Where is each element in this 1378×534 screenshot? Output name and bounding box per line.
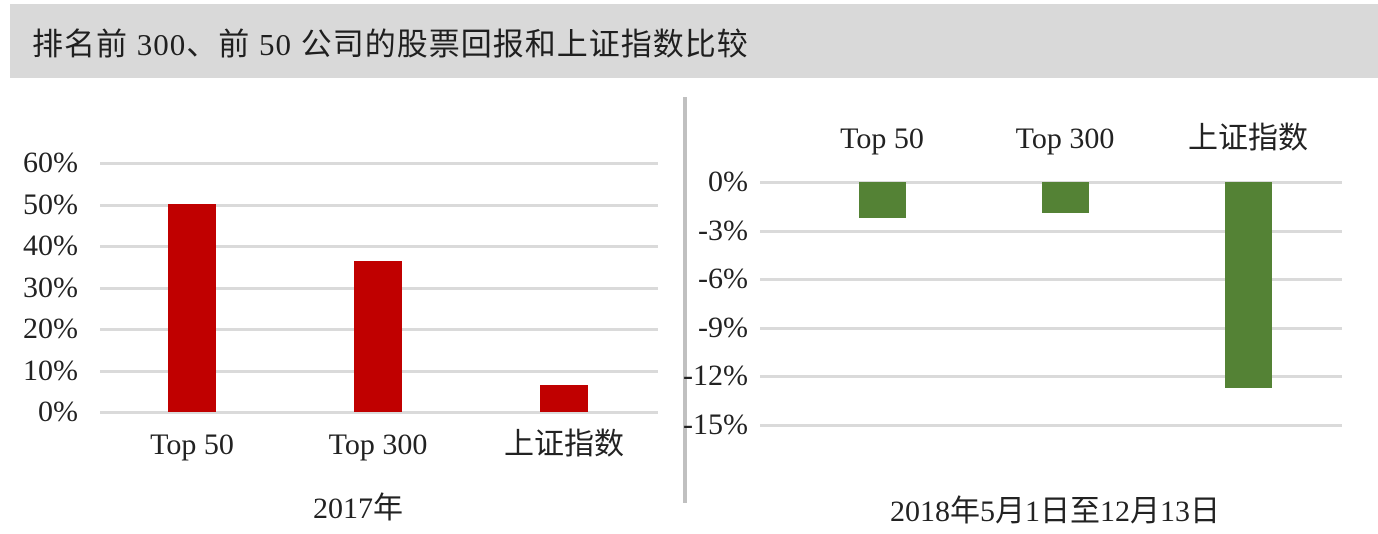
x-axis-title: 2018年5月1日至12月13日 xyxy=(890,495,1220,528)
gridline xyxy=(760,375,1342,379)
y-tick-label: 20% xyxy=(23,312,78,345)
bar-left-2 xyxy=(354,260,402,412)
y-tick-label: -6% xyxy=(698,262,748,296)
y-tick-label: 10% xyxy=(23,353,78,387)
y-tick-label: 30% xyxy=(23,270,78,304)
y-tick-label: 60% xyxy=(23,146,78,179)
gridline xyxy=(100,203,658,207)
y-tick-label: -15% xyxy=(683,408,748,441)
gridline xyxy=(100,411,658,414)
category-label: Top 300 xyxy=(328,428,428,461)
gridline xyxy=(760,278,1342,282)
y-tick-label: 40% xyxy=(23,229,78,262)
y-tick-label: -12% xyxy=(683,359,748,393)
gridline xyxy=(760,326,1342,330)
gridline xyxy=(100,245,658,248)
gridline xyxy=(100,162,658,165)
bar-left-1 xyxy=(168,203,216,412)
category-label: Top 50 xyxy=(840,122,924,155)
bar-left-3 xyxy=(540,384,588,412)
panel-divider xyxy=(683,97,687,503)
category-label: Top 50 xyxy=(150,428,234,461)
y-tick-label: 50% xyxy=(23,187,78,221)
gridline xyxy=(760,424,1342,427)
gridline xyxy=(760,229,1342,233)
bar-right-2 xyxy=(1041,182,1089,213)
bar-right-3 xyxy=(1224,182,1272,388)
x-axis-title: 2017年 xyxy=(313,492,403,525)
bar-right-1 xyxy=(858,182,906,218)
y-tick-label: -3% xyxy=(698,213,748,247)
figure-title: 排名前 300、前 50 公司的股票回报和上证指数比较 xyxy=(32,26,749,62)
category-label: 上证指数 xyxy=(1188,122,1308,155)
figure-title-bar: 排名前 300、前 50 公司的股票回报和上证指数比较 xyxy=(10,4,1378,78)
category-label: 上证指数 xyxy=(504,428,624,461)
y-tick-label: 0% xyxy=(38,395,78,428)
y-tick-label: -9% xyxy=(698,310,748,344)
y-tick-label: 0% xyxy=(708,165,748,198)
category-label: Top 300 xyxy=(1015,122,1115,155)
